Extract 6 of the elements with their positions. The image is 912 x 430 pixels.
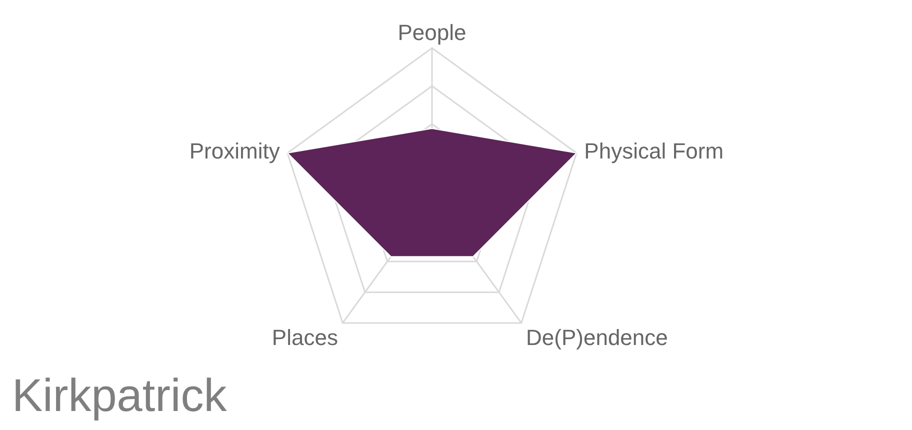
text: Kirkpatrick [12,369,227,421]
spoke-label: Proximity [189,138,280,164]
spoke-label: People [398,20,466,45]
spoke-label: Physical Form [584,138,724,164]
spoke-label: Places [272,325,338,350]
spoke-label: De(P)endence [526,325,668,350]
